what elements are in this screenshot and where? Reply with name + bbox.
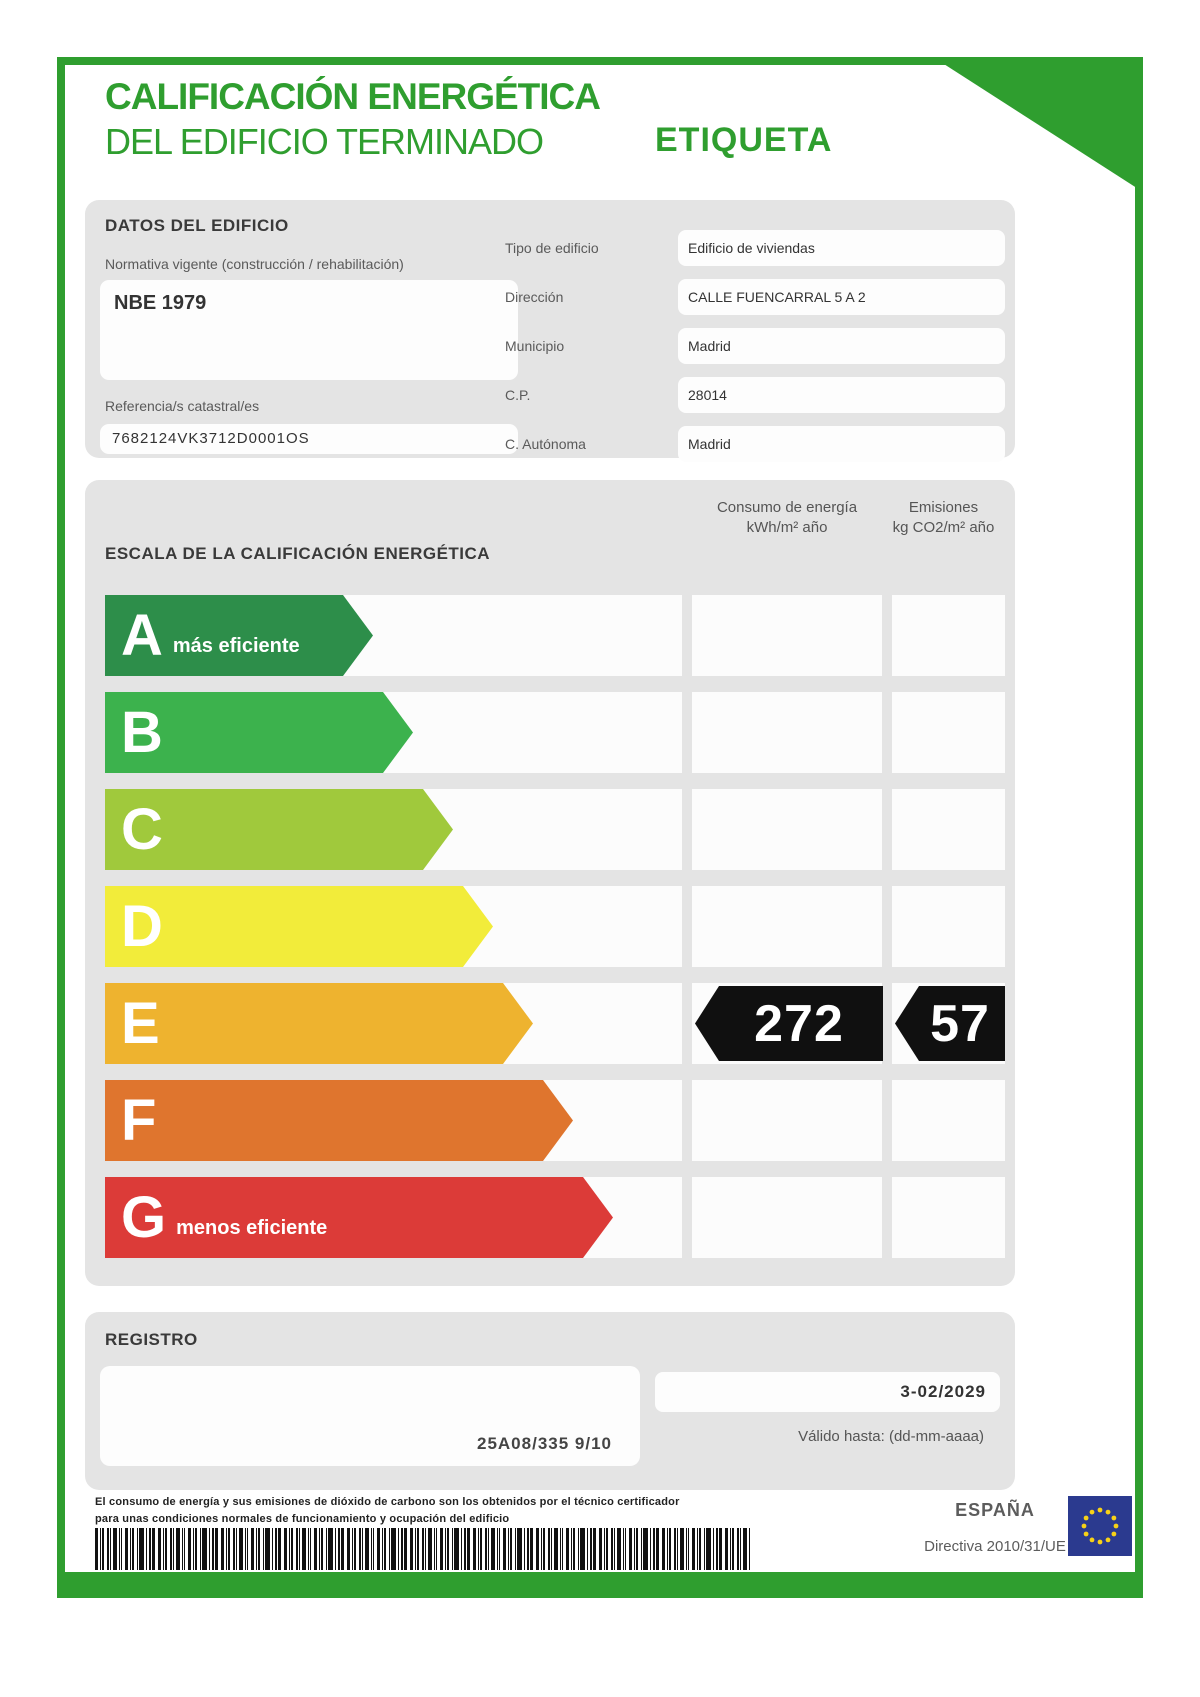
rating-row-c: C [105, 789, 1005, 870]
rating-scale-section: ESCALA DE LA CALIFICACIÓN ENERGÉTICA Con… [85, 480, 1015, 1286]
rating-row-e: E 272 57 [105, 983, 1005, 1064]
field-label: C. Autónoma [505, 436, 586, 452]
field-label: Municipio [505, 338, 565, 354]
rating-row-b: B [105, 692, 1005, 773]
rating-letter: E [121, 991, 160, 1056]
rating-bar-f: F [105, 1080, 573, 1161]
rating-letter: B [121, 700, 163, 765]
scale-title: ESCALA DE LA CALIFICACIÓN ENERGÉTICA [105, 544, 491, 563]
registry-date: 3-02/2029 [900, 1382, 986, 1401]
emisiones-cell [892, 789, 1005, 870]
country-label: ESPAÑA [955, 1500, 1035, 1520]
page-title-line2: DEL EDIFICIO TERMINADO [105, 121, 544, 162]
normativa-label: Normativa vigente (construcción / rehabi… [105, 256, 404, 272]
emisiones-header-line1: Emisiones [908, 499, 979, 516]
footnote-line1: El consumo de energía y sus emisiones de… [95, 1496, 680, 1508]
consumo-cell [692, 886, 882, 967]
rating-letter: A [121, 603, 163, 668]
emisiones-badge: 57 [895, 986, 1005, 1061]
green-frame [57, 57, 1143, 1598]
normativa-value: NBE 1979 [114, 292, 207, 314]
rating-bar-c: C [105, 789, 453, 870]
referencia-value-box: 7682124VK3712D0001OS [100, 424, 518, 454]
rating-bar-b: B [105, 692, 413, 773]
rating-letter: C [121, 797, 163, 862]
consumo-cell [692, 789, 882, 870]
barcode [95, 1528, 750, 1570]
consumo-badge: 272 [695, 986, 883, 1061]
etiqueta-label: ETIQUETA [655, 121, 833, 159]
eu-flag-icon [1068, 1496, 1132, 1556]
rating-letter: F [121, 1088, 157, 1153]
consumo-cell [692, 1080, 882, 1161]
consumo-header-line1: Consumo de energía [716, 499, 858, 516]
footnote-line2: para unas condiciones normales de funcio… [95, 1513, 510, 1525]
registry-date-box: 3-02/2029 [655, 1372, 1000, 1412]
registry-number: 25A08/335 9/10 [477, 1434, 612, 1453]
emisiones-cell [892, 1080, 1005, 1161]
referencia-value: 7682124VK3712D0001OS [112, 430, 310, 447]
registry-title: REGISTRO [105, 1330, 198, 1349]
emisiones-header-line2: kg CO2/m² año [892, 519, 995, 536]
referencia-label: Referencia/s catastral/es [105, 398, 260, 414]
rating-note: más eficiente [172, 635, 300, 657]
consumo-cell [692, 1177, 882, 1258]
rating-letter: D [121, 894, 163, 959]
field-value-box: Madrid [678, 426, 1005, 462]
consumo-value: 272 [754, 994, 844, 1053]
normativa-value-box: NBE 1979 [100, 280, 518, 380]
page-title-line1: CALIFICACIÓN ENERGÉTICA [105, 76, 601, 117]
rating-bar-d: D [105, 886, 493, 967]
valid-until-label: Válido hasta: (dd-mm-aaaa) [798, 1428, 984, 1445]
emisiones-value: 57 [930, 994, 990, 1053]
consumo-cell [692, 692, 882, 773]
building-data-section: DATOS DEL EDIFICIO Normativa vigente (co… [85, 200, 1015, 462]
registry-number-box: 25A08/335 9/10 [100, 1366, 640, 1466]
rating-letter: G [121, 1185, 167, 1250]
field-label: Tipo de edificio [505, 240, 599, 256]
field-value-box: Edificio de viviendas [678, 230, 1005, 266]
field-label: C.P. [505, 387, 531, 403]
emisiones-column-header: Emisiones kg CO2/m² año [882, 498, 1005, 538]
field-value-box: 28014 [678, 377, 1005, 413]
registry-section: REGISTRO 25A08/335 9/10 3-02/2029 Válido… [85, 1312, 1015, 1490]
field-value-box: CALLE FUENCARRAL 5 A 2 [678, 279, 1005, 315]
consumo-header-line2: kWh/m² año [746, 519, 828, 536]
emisiones-cell [892, 595, 1005, 676]
rating-bar-e: E [105, 983, 533, 1064]
emisiones-cell [892, 886, 1005, 967]
field-value-box: Madrid [678, 328, 1005, 364]
rating-row-f: F [105, 1080, 1005, 1161]
rating-row-d: D [105, 886, 1005, 967]
directive-label: Directiva 2010/31/UE [924, 1538, 1066, 1555]
emisiones-cell [892, 1177, 1005, 1258]
building-data-title: DATOS DEL EDIFICIO [105, 216, 289, 235]
consumo-cell [692, 595, 882, 676]
rating-note: menos eficiente [176, 1217, 328, 1239]
emisiones-cell [892, 692, 1005, 773]
field-label: Dirección [505, 289, 564, 305]
consumo-column-header: Consumo de energía kWh/m² año [692, 498, 882, 538]
